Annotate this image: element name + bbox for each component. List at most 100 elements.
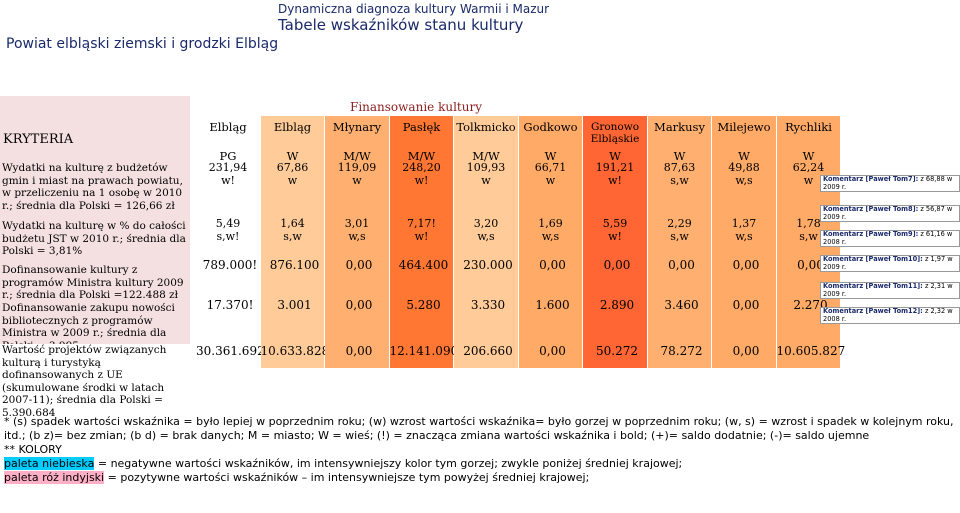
row1-trend: w! [221, 174, 235, 187]
row3-value: 464.400 [398, 258, 449, 272]
column-type: M/W [407, 149, 436, 163]
row2-value: 1,37 [731, 217, 757, 230]
row1-trend: w [545, 174, 556, 187]
row2-value: 2,29 [667, 217, 692, 230]
column-background [647, 116, 711, 368]
header-left-title: Powiat elbląski ziemski i grodzki Elbląg [6, 36, 279, 52]
column-name: Milejewo [717, 120, 771, 134]
row3-value: 876.100 [269, 258, 320, 272]
row3-value: 0,00 [539, 258, 566, 272]
legend: * (s) spadek wartości wskaźnika = było l… [4, 415, 954, 485]
column-background [583, 116, 647, 368]
comment-6[interactable]: Komentarz [Paweł Tom12]: z 2,32 w 2008 r… [820, 307, 960, 324]
row1-trend: w,s [735, 174, 753, 187]
column-background [196, 116, 260, 368]
column-background [260, 116, 324, 368]
comment-2[interactable]: Komentarz [Paweł Tom8]: z 56,87 w 2009 r… [820, 205, 960, 222]
row1-value: 109,93 [466, 161, 506, 174]
row1-value: 67,86 [276, 161, 309, 174]
column-name: Godkowo [523, 120, 578, 134]
row3-value: 789.000! [202, 258, 258, 272]
kryteria-row-1: Wydatki na kulturę z budżetów gmin i mia… [2, 162, 183, 212]
row3-value: 0,00 [668, 258, 695, 272]
column-type: M/W [472, 149, 500, 163]
column-type: W [286, 149, 299, 163]
kryteria-panel: KRYTERIA Wydatki na kulturę z budżetów g… [0, 96, 190, 352]
legend-line-2: ** KOLORY [4, 443, 62, 456]
row3-value: 230.000 [463, 258, 513, 272]
legend-pink-label: paleta róż indyjski [4, 471, 105, 484]
header-top-line: Dynamiczna diagnoza kultury Warmii i Maz… [278, 2, 550, 16]
comment-5[interactable]: Komentarz [Paweł Tom11]: z 2,31 w 2009 r… [820, 282, 960, 299]
row5-value: 78.272 [660, 344, 703, 358]
row1-value: 248,20 [402, 161, 441, 174]
row5-value: 206.660 [463, 344, 513, 358]
row2-trend: w! [608, 230, 622, 243]
column-name: Elbląg [273, 120, 312, 134]
finansowanie-title: Finansowanie kultury [350, 100, 482, 114]
row3-value: 0,00 [345, 258, 373, 272]
row4-value: 2.270 [793, 298, 828, 312]
header-main-title: Tabele wskaźników stanu kultury [278, 16, 524, 34]
row4-value: 3.001 [277, 298, 312, 312]
kryteria-row-2: Wydatki na kulturę w % do całości budżet… [2, 220, 186, 257]
row4-value: 1.600 [535, 298, 570, 312]
column-type: W [738, 149, 750, 163]
row2-value: 1,78 [796, 217, 821, 230]
row5-value: 0,00 [732, 344, 760, 358]
column-type: W [544, 149, 557, 163]
row2-value: 5,49 [215, 217, 241, 230]
column-name: Markusy [654, 120, 705, 134]
row1-trend: s,w [670, 174, 689, 187]
row4-value: 2.890 [599, 298, 635, 312]
column-name: Elbląg [209, 120, 247, 134]
row4-value: 3.460 [664, 298, 699, 312]
row1-value: 87,63 [663, 161, 696, 174]
legend-line-1: * (s) spadek wartości wskaźnika = było l… [4, 415, 954, 442]
row2-trend: s,w [670, 230, 689, 243]
row2-trend: w,s [477, 230, 495, 243]
legend-line-pink: paleta róż indyjski = pozytywne wartości… [4, 471, 954, 485]
page-header: Powiat elbląski ziemski i grodzki Elbląg… [0, 0, 960, 92]
row1-trend: w [481, 174, 491, 187]
legend-line-blue: paleta niebieska = negatywne wartości ws… [4, 457, 954, 471]
legend-pink-text: = pozytywne wartości wskaźników – im int… [104, 471, 590, 484]
row1-value: 49,88 [728, 161, 760, 174]
row1-value: 191,21 [595, 161, 635, 174]
column-background [389, 116, 453, 368]
row4-value: 0,00 [732, 298, 760, 312]
row3-value: 0,00 [732, 258, 760, 272]
row5-value: 10.633.828 [260, 344, 330, 358]
row2-value: 3,20 [473, 217, 499, 230]
comment-4[interactable]: Komentarz [Paweł Tom10]: z 1,97 w 2009 r… [820, 255, 960, 272]
kryteria-title: KRYTERIA [3, 132, 74, 147]
row5-value: 50.272 [596, 344, 638, 358]
comment-1[interactable]: Komentarz [Paweł Tom7]: z 68,88 w 2009 r… [820, 175, 960, 192]
column-name: Pasłęk [402, 120, 441, 134]
row3-value: 0,00 [603, 258, 631, 272]
column-type: M/W [343, 149, 371, 163]
column-background [518, 116, 582, 368]
row4-value: 3.330 [470, 298, 506, 312]
row2-trend: w,s [735, 230, 753, 243]
kryteria-row-3: Dofinansowanie kultury z programów Minis… [2, 264, 184, 301]
row5-value: 0,00 [539, 344, 566, 358]
row4-value: 0,00 [345, 298, 373, 312]
row4-value: 17.370! [206, 298, 254, 312]
row2-value: 1,64 [280, 217, 305, 230]
legend-blue-label: paleta niebieska [4, 457, 95, 470]
row1-value: 231,94 [208, 161, 248, 174]
row2-value: 3,01 [344, 217, 370, 230]
row1-trend: w! [414, 174, 429, 187]
row5-value: 0,00 [345, 344, 373, 358]
column-name: Gronowo Elbląskie [590, 121, 640, 145]
column-background [325, 116, 389, 368]
column-name: Młynary [332, 120, 382, 134]
column-background [454, 116, 518, 368]
row5-value: 30.361.692! [196, 344, 270, 358]
row2-value: 5,59 [602, 217, 628, 230]
comment-3[interactable]: Komentarz [Paweł Tom9]: z 61,16 w 2008 r… [820, 230, 960, 247]
row2-value: 7,17! [407, 217, 436, 230]
row2-trend: w,s [541, 230, 560, 243]
row1-value: 62,24 [792, 161, 825, 174]
